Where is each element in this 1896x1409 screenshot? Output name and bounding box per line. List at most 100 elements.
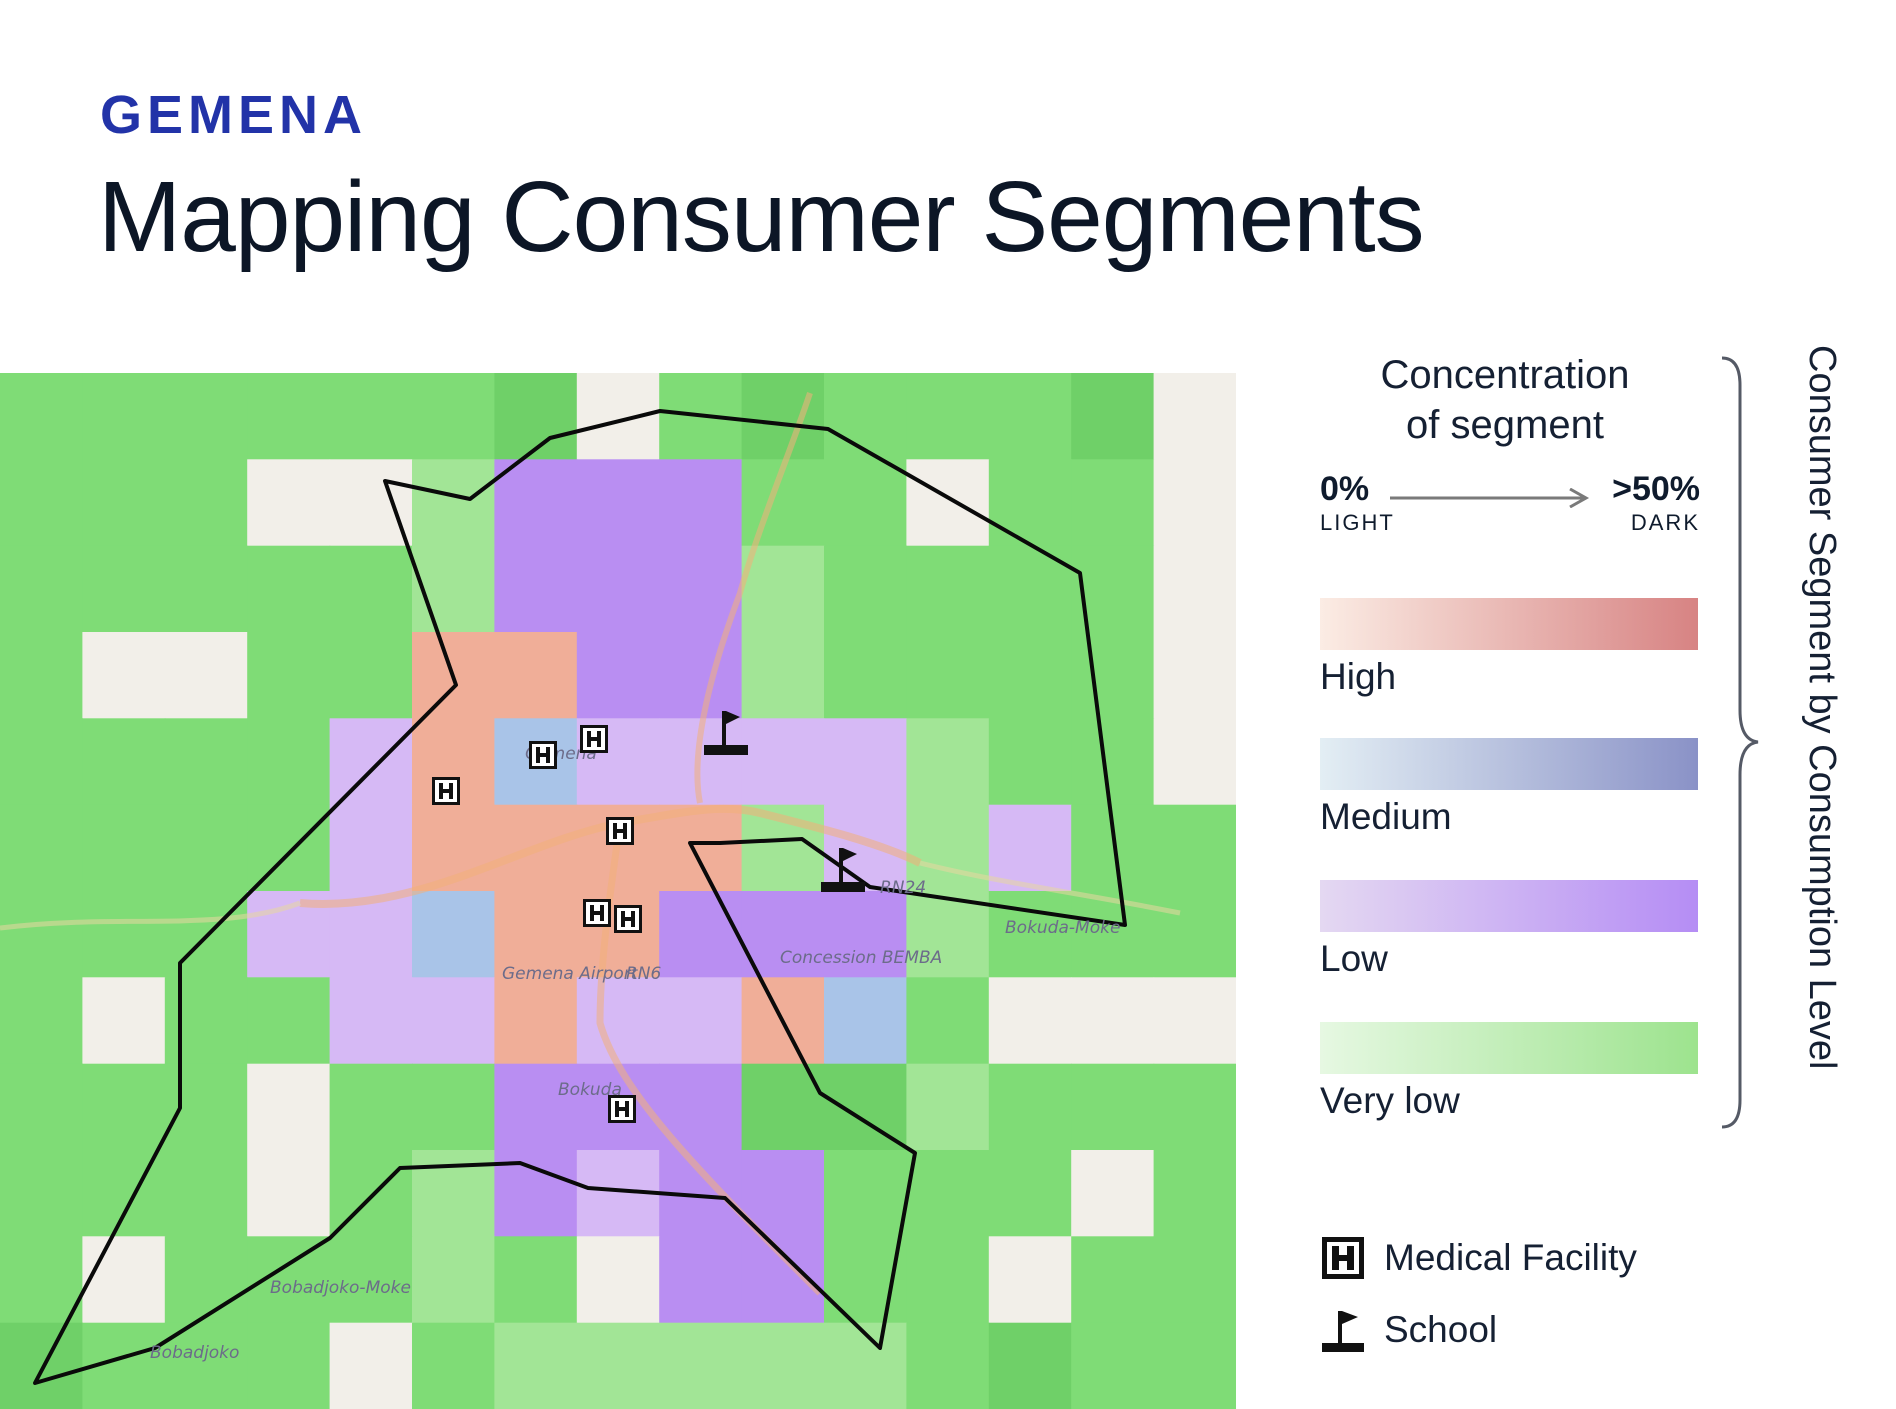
grid-cell (988, 1236, 1072, 1324)
grid-cell (906, 632, 990, 719)
grid-cell (247, 1150, 331, 1237)
grid-cell (82, 1063, 166, 1151)
grid-cell (906, 459, 990, 547)
grid-cell (412, 1322, 495, 1409)
grid-cell (0, 977, 83, 1065)
grid-cell (576, 977, 660, 1065)
grid-cell (1153, 1322, 1236, 1409)
grid-cell (1153, 977, 1236, 1065)
grid-cell (247, 718, 331, 806)
medical-facility-icon[interactable] (608, 1095, 636, 1123)
city-boundary-outline (33, 409, 1127, 1385)
grid-cell (1153, 459, 1236, 547)
grid-cell (0, 1150, 83, 1237)
grid-cell (0, 1063, 83, 1151)
grid-cell (659, 1322, 743, 1409)
header-kicker: GEMENA (100, 85, 368, 145)
grid-cell (906, 1150, 990, 1237)
grid-cell (412, 373, 495, 460)
grid-cell (247, 545, 331, 633)
grid-cell (659, 891, 743, 978)
curly-brace-icon (1721, 356, 1759, 1129)
grid-cell (247, 1322, 331, 1409)
grid-cell (329, 804, 413, 892)
grid-cell (1071, 632, 1155, 719)
grid-cell (247, 1063, 331, 1151)
grid-cell (659, 459, 743, 547)
medical-facility-icon[interactable] (432, 777, 460, 805)
grid-cell (247, 373, 331, 460)
school-flag-icon (1322, 1311, 1364, 1352)
grid-cell (576, 545, 660, 633)
grid-cell (824, 891, 907, 978)
grid-cell (82, 459, 166, 547)
grid-cell (824, 632, 907, 719)
grid-cell (988, 1322, 1072, 1409)
grid-cell (824, 459, 907, 547)
medical-facility-icon[interactable] (583, 899, 611, 927)
scale-low-value: 0% (1320, 470, 1370, 508)
grid-cell (82, 632, 166, 719)
legend-label-very-low: Very low (1320, 1080, 1460, 1121)
grid-cell (741, 1322, 825, 1409)
consumer-segment-map[interactable]: Gemena Gemena Airport RN6 Concession BEMBA B… (0, 373, 1236, 1409)
grid-cell (824, 718, 907, 806)
grid-cell (0, 373, 83, 460)
grid-cell (82, 373, 166, 460)
medical-facility-icon[interactable] (614, 905, 642, 933)
medical-facility-icon[interactable] (529, 741, 557, 769)
grid-cell (824, 977, 907, 1065)
grid-cell (494, 373, 578, 460)
grid-cell (82, 1236, 166, 1324)
grid-cell (576, 1322, 660, 1409)
legend-label-low: Low (1320, 938, 1388, 979)
grid-cell (906, 373, 990, 460)
grid-cell (412, 1063, 495, 1151)
grid-cell (0, 1322, 83, 1409)
grid-cell (1153, 545, 1236, 633)
grid-cell (988, 1150, 1072, 1237)
grid-cell (576, 632, 660, 719)
grid-cell (164, 1236, 248, 1324)
grid-cell (164, 804, 248, 892)
grid-cell (494, 1322, 578, 1409)
grid-cell (247, 632, 331, 719)
place-label: Concession BEMBA (780, 948, 942, 968)
grid-cell (906, 718, 990, 806)
grid-cell (329, 1322, 413, 1409)
grid-cell (906, 1322, 990, 1409)
grid-cell (659, 632, 743, 719)
grid-cell (82, 718, 166, 806)
grid-cell (82, 804, 166, 892)
grid-cell (576, 459, 660, 547)
grid-cell (412, 1236, 495, 1324)
grid-cell (164, 632, 248, 719)
concentration-title: Concentration of segment (1380, 353, 1630, 447)
medical-facility-icon[interactable] (606, 817, 634, 845)
scale-arrow-icon (1390, 488, 1590, 508)
grid-cell (0, 804, 83, 892)
grid-cell (247, 977, 331, 1065)
grid-cell (1071, 1322, 1155, 1409)
grid-cell (164, 459, 248, 547)
grid-cell (494, 545, 578, 633)
school-flag-icon[interactable] (821, 848, 865, 892)
grid-cell (988, 977, 1072, 1065)
grid-cell (741, 545, 825, 633)
grid-cell (1153, 1150, 1236, 1237)
grid-cell (329, 632, 413, 719)
grid-cell (0, 632, 83, 719)
legend-label-high: High (1320, 656, 1397, 697)
grid-cell (0, 459, 83, 547)
scale-high-value: >50% (1612, 470, 1700, 508)
grid-cell (659, 804, 743, 892)
grid-cell (988, 632, 1072, 719)
grid-cell (247, 459, 331, 547)
medical-facility-icon[interactable] (580, 725, 608, 753)
grid-cell (906, 1236, 990, 1324)
grid-cell (906, 977, 990, 1065)
school-flag-icon[interactable] (704, 711, 748, 755)
concentration-scale: 0% LIGHT >50% DARK (1320, 470, 1700, 540)
place-label: RN6 (626, 964, 662, 984)
grid-cell (741, 718, 825, 806)
